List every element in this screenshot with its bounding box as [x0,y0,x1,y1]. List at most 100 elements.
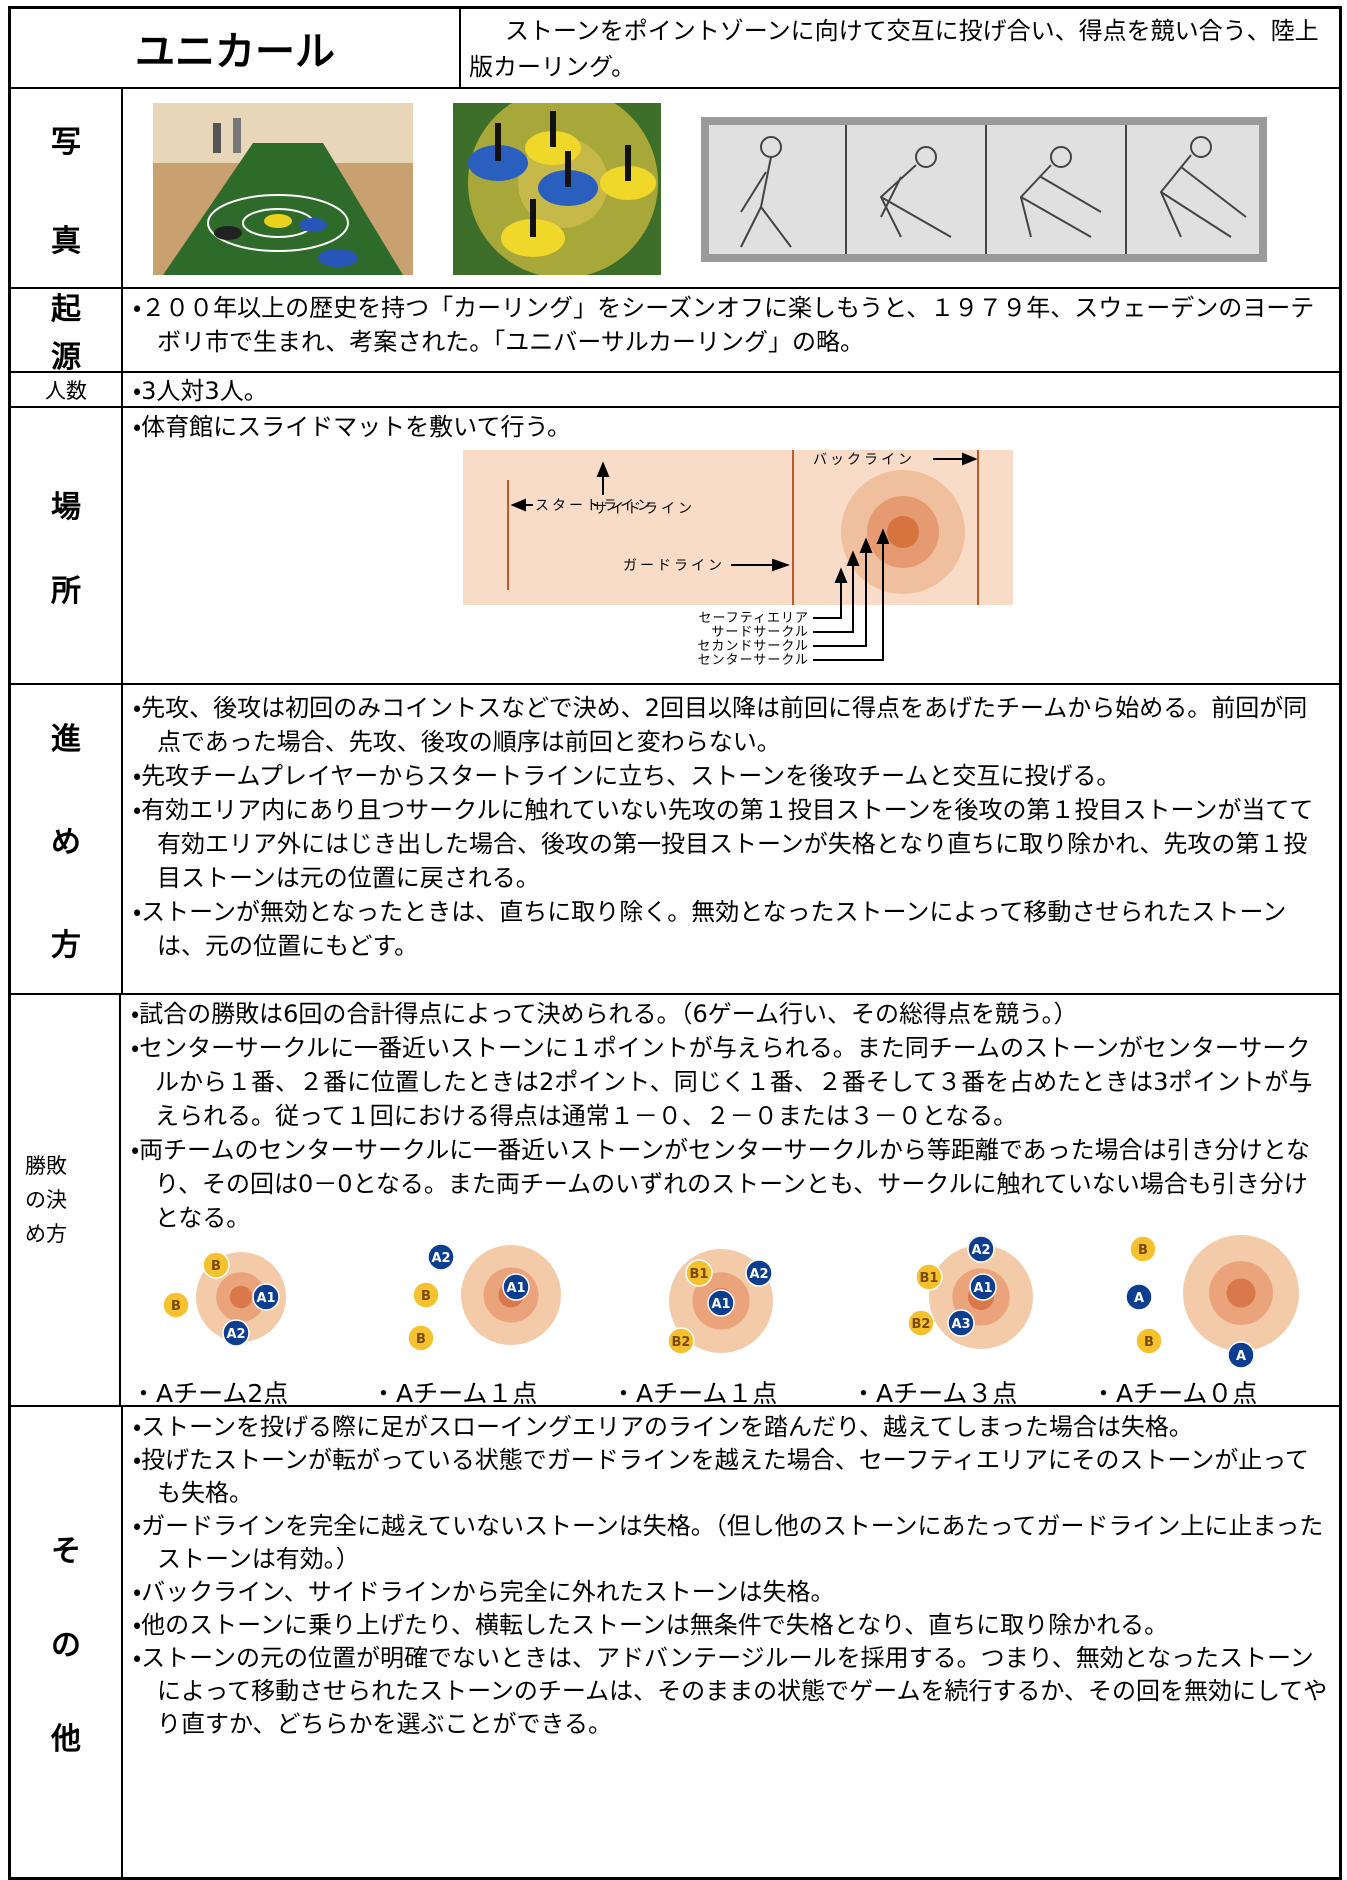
score-result: ・Aチーム３点 [851,1379,1018,1405]
list-item: ・有効エリア内にあり且つサークルに触れていない先攻の第１投目ストーンを後攻の第１… [133,796,1314,892]
document-table: ユニカール ストーンをポイントゾーンに向けて交互に投げ合い、得点を競い合う、陸上… [8,6,1342,1880]
diagram-label: サイドライン [593,501,695,517]
stone [745,1259,773,1287]
stone-label: A [1134,1291,1144,1306]
list-item: ・両チームのセンターサークルに一番近いストーンがセンターサークルから等距離であっ… [131,1136,1310,1232]
stone-label: B [171,1299,181,1314]
diagram-label: サードサークル [711,625,809,640]
stone [1125,1283,1153,1311]
stone-label: A1 [256,1291,275,1306]
description: ストーンをポイントゾーンに向けて交互に投げ合い、得点を競い合う、陸上版カーリング… [469,17,1319,81]
list-item: ・ストーンの元の位置が明確でないときは、アドバンテージルールを採用する。つまり、… [133,1644,1328,1738]
stone [222,1319,250,1347]
item-list: ・ストーンを投げる際に足がスローイングエリアのラインを踏んだり、越えてしまった場… [123,1407,1339,1877]
list-item: ・3人対3人。 [133,377,268,405]
row-label: 勝敗 の決 め方 [11,995,121,1405]
label-char: 起 [51,292,81,327]
stone [252,1283,280,1311]
stone [1129,1235,1157,1263]
stone-label: A1 [711,1297,730,1312]
place-body: ・体育館にスライドマットを敷いて行う。 サイドライン スタート [123,408,1339,683]
list-item: ・先攻、後攻は初回のみコイントスなどで決め、2回目以降は前回に得点をあげたチーム… [133,694,1308,756]
score-diagram: B A B A [1125,1235,1299,1369]
diagram-label: セーフティエリア [699,611,809,626]
item-list: ・２００年以上の歴史を持つ「カーリング」をシーズンオフに楽しもうと、１９７９年、… [123,289,1339,371]
stone-label: A2 [226,1327,245,1342]
row-label: 場 所 [11,408,123,683]
progress-row: 進 め 方 ・先攻、後攻は初回のみコイントスなどで決め、2回目以降は前回に得点を… [11,685,1339,995]
stone-label: B [1138,1243,1148,1258]
label-char: 人数 [45,378,87,403]
header-row: ユニカール ストーンをポイントゾーンに向けて交互に投げ合い、得点を競い合う、陸上… [11,9,1339,89]
stone-label: B [421,1289,431,1304]
diagram-label: センターサークル [698,653,809,668]
diagram-label: ガードライン [623,558,725,574]
origin-row: 起 源 ・２００年以上の歴史を持つ「カーリング」をシーズンオフに楽しもうと、１９… [11,289,1339,373]
stone [502,1273,530,1301]
list-item: ・他のストーンに乗り上げたり、横転したストーンは無条件で失格となり、直ちに取り除… [133,1611,1169,1639]
label-char: の決 [25,1188,67,1212]
label-char: 勝敗 [25,1154,67,1178]
label-char: め [51,824,81,860]
stone [907,1309,935,1337]
stone [947,1309,975,1337]
stone-label: A3 [951,1317,970,1332]
label-char: の [51,1628,81,1663]
photos-row: 写 真 [11,89,1339,289]
score-diagram: A2 B1 A1 B2 A3 [907,1235,1033,1349]
stone-label: A1 [506,1281,525,1296]
item-list: ・体育館にスライドマットを敷いて行う。 [133,410,1331,444]
label-char: そ [51,1534,81,1569]
label-char: 進 [51,722,81,758]
score-diagram: B1 A2 A1 B2 [667,1249,773,1355]
stone-label: A2 [971,1243,990,1258]
row-label: 進 め 方 [11,685,123,993]
label-char: 写 [51,124,81,160]
title: ユニカール [11,9,461,87]
stone-label: B1 [920,1271,939,1286]
list-item: ・センターサークルに一番近いストーンに１ポイントが与えられる。また同チームのスト… [131,1034,1313,1130]
row-label: 人数 [11,373,123,406]
label-char: 場 [51,489,81,525]
item-list: ・試合の勝敗は6回の合計得点によって決められる。（6ゲーム行い、その総得点を競う… [131,997,1331,1235]
score-diagram: B B A1 A2 [162,1251,286,1347]
diagram-label: バックライン [813,452,915,468]
list-item: ・２００年以上の歴史を持つ「カーリング」をシーズンオフに楽しもうと、１９７９年、… [133,294,1315,356]
stone [202,1251,230,1279]
place-row: 場 所 ・体育館にスライドマットを敷いて行う。 [11,408,1339,685]
stone-label: B [1144,1335,1154,1350]
photo-stones [453,103,661,275]
other-row: そ の 他 ・ストーンを投げる際に足がスローイングエリアのラインを踏んだり、越え… [11,1407,1339,1877]
stone [685,1259,713,1287]
scoring-row: 勝敗 の決 め方 ・試合の勝敗は6回の合計得点によって決められる。（6ゲーム行い… [11,995,1339,1407]
diagram-label: セカンドサークル [697,639,809,654]
stone-label: B [416,1332,426,1347]
label-char: 他 [51,1722,81,1757]
item-list: ・3人対3人。 [123,373,1339,406]
stone [707,1289,735,1317]
stone [967,1235,995,1263]
photos [123,89,1339,287]
court-diagram: サイドライン スタートライン バックライン ガードライン セーフティエリア サー… [463,450,1013,668]
list-item: ・バックライン、サイドラインから完全に外れたストーンは失格。 [133,1578,835,1606]
scoring-body: ・試合の勝敗は6回の合計得点によって決められる。（6ゲーム行い、その総得点を競う… [121,995,1339,1405]
label-char: 方 [51,927,81,963]
stone-label: A2 [749,1267,768,1282]
stone [1227,1341,1255,1369]
score-result: ・Aチーム2点 [131,1379,289,1405]
players-row: 人数 ・3人対3人。 [11,373,1339,408]
stone-label: B2 [912,1317,931,1332]
stone [407,1324,435,1352]
score-diagram: A2 B B A1 [407,1243,561,1352]
list-item: ・投げたストーンが転がっている状態でガードラインを越えた場合、セーフティエリアに… [133,1446,1309,1507]
stone [667,1327,695,1355]
stone-label: A [1236,1349,1246,1364]
label-char: め方 [25,1222,67,1246]
stone [412,1281,440,1309]
